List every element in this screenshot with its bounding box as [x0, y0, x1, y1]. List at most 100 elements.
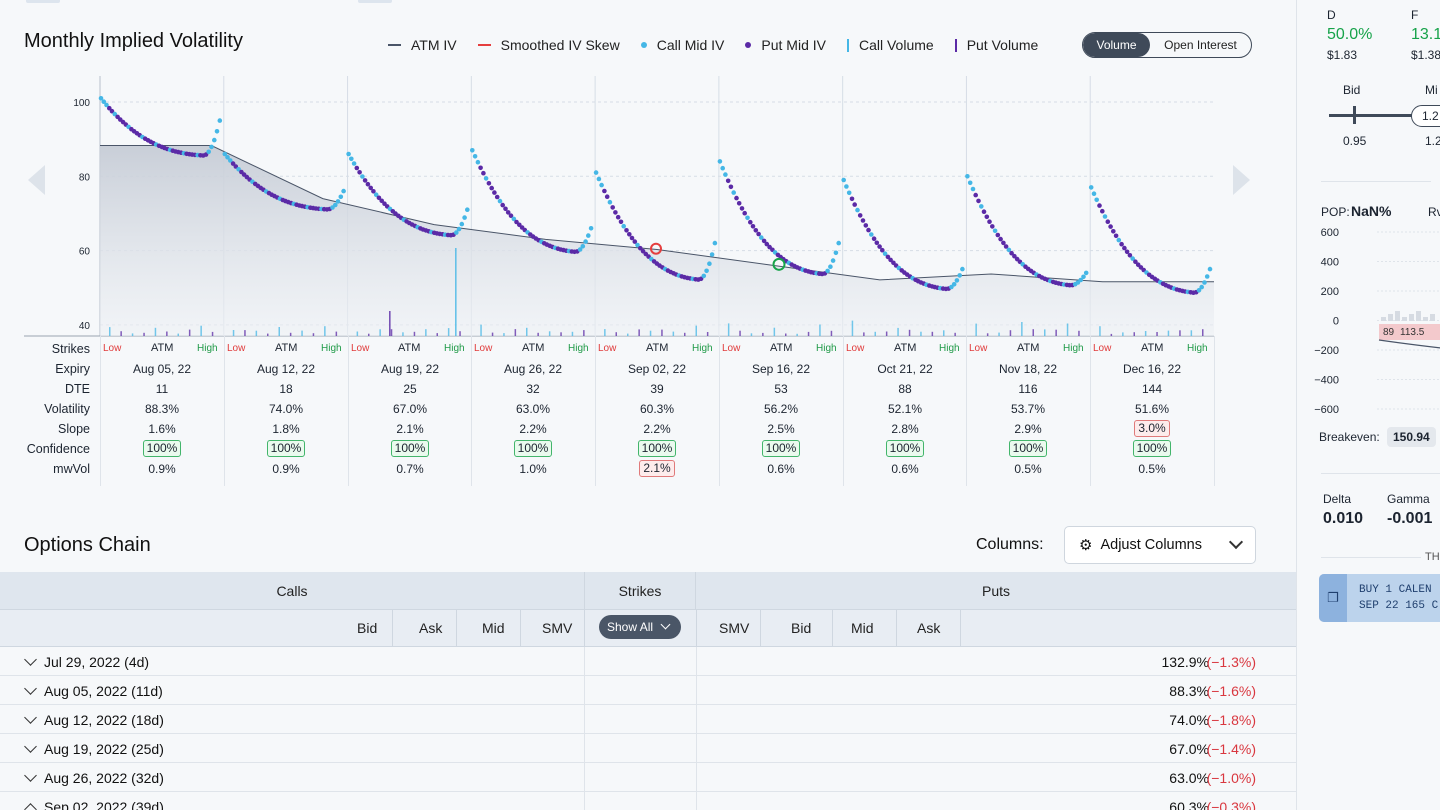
strike-atm-label[interactable]: ATM [894, 342, 917, 354]
col-put-bid[interactable]: Bid [791, 620, 812, 636]
put-mid-iv-point [615, 214, 621, 220]
strike-atm-label[interactable]: ATM [646, 342, 669, 354]
call-volume-bar [1190, 330, 1193, 336]
bid-value: 0.95 [1343, 134, 1367, 148]
call-mid-iv-point [593, 170, 599, 175]
strike-low-label[interactable]: Low [846, 343, 865, 354]
breakeven-label: Breakeven: [1319, 430, 1380, 444]
strike-high-label[interactable]: High [197, 343, 218, 354]
toggle-volume[interactable]: Volume [1083, 33, 1150, 57]
expiry-dte: 144 [1141, 382, 1163, 396]
col-put-mid[interactable]: Mid [851, 620, 874, 636]
expiry-row[interactable]: Aug 12, 2022 (18d) 74.0% (−1.8%) [0, 705, 1296, 734]
divider [1321, 473, 1440, 474]
legend-call-mid-iv[interactable]: Call Mid IV [640, 37, 724, 53]
expiry-row[interactable]: Jul 29, 2022 (4d) 132.9% (−1.3%) [0, 647, 1296, 676]
col-call-ask[interactable]: Ask [419, 620, 443, 636]
selected-strike-marker-green [772, 257, 786, 271]
col-call-smv[interactable]: SMV [542, 620, 573, 636]
legend-smoothed-iv-skew[interactable]: Smoothed IV Skew [477, 37, 620, 53]
put-mid-iv-point [618, 219, 624, 225]
pnl-y-tick: −600 [1314, 404, 1339, 416]
strike-low-label[interactable]: Low [598, 343, 617, 354]
strike-atm-label[interactable]: ATM [398, 342, 421, 354]
call-volume-bar [874, 331, 876, 336]
options-chain-title: Options Chain [24, 534, 151, 556]
adjust-columns-dropdown[interactable]: ⚙ Adjust Columns [1064, 526, 1256, 564]
strike-low-label[interactable]: Low [227, 343, 246, 354]
expiry-row[interactable]: Aug 19, 2022 (25d) 67.0% (−1.4%) [0, 734, 1296, 763]
chevron-down-icon[interactable] [24, 653, 37, 666]
strike-low-label[interactable]: Low [1093, 343, 1112, 354]
strike-low-label[interactable]: Low [351, 343, 370, 354]
legend-put-volume[interactable]: Put Volume [954, 37, 1038, 53]
chevron-down-icon[interactable] [24, 769, 37, 782]
expiry-row[interactable]: Aug 26, 2022 (32d) 63.0% (−1.0%) [0, 763, 1296, 792]
col-put-smv[interactable]: SMV [719, 620, 750, 636]
chevron-up-icon[interactable] [24, 803, 37, 810]
strike-high-label[interactable]: High [321, 343, 342, 354]
put-volume-bar [368, 333, 370, 336]
call-mid-iv-point [844, 184, 849, 189]
strike-high-label[interactable]: High [1063, 343, 1084, 354]
show-all-strikes-dropdown[interactable]: Show All [599, 615, 681, 639]
toggle-open-interest[interactable]: Open Interest [1164, 38, 1237, 52]
chart-prev-arrow[interactable] [28, 165, 45, 195]
put-mid-iv-point [494, 194, 500, 200]
strike-high-label[interactable]: High [939, 343, 960, 354]
slider-handle[interactable] [1353, 106, 1356, 124]
confidence-badge: 100% [266, 440, 306, 457]
call-mid-iv-point [712, 240, 718, 246]
call-mid-iv-point [338, 194, 344, 200]
strike-atm-label[interactable]: ATM [770, 342, 793, 354]
chevron-down-icon[interactable] [24, 682, 37, 695]
strike-low-label[interactable]: Low [474, 343, 493, 354]
put-volume-bar [830, 330, 833, 336]
strike-high-label[interactable]: High [1187, 343, 1208, 354]
strike-low-label[interactable]: Low [103, 343, 122, 354]
top-tab-stub[interactable] [26, 0, 60, 3]
strike-atm-label[interactable]: ATM [275, 342, 298, 354]
strike-low-label[interactable]: Low [722, 343, 741, 354]
strike-atm-label[interactable]: ATM [522, 342, 545, 354]
col-call-bid[interactable]: Bid [357, 620, 378, 636]
put-mid-iv-point [750, 224, 756, 229]
price-slider-track[interactable] [1329, 114, 1440, 117]
strike-atm-label[interactable]: ATM [151, 342, 174, 354]
expiry-row[interactable]: Sep 02, 2022 (39d) 60.3% (−0.3%) [0, 792, 1296, 810]
order-summary-card[interactable]: ❐ BUY 1 CALEN SEP 22 165 C [1319, 574, 1440, 622]
col-put-ask[interactable]: Ask [917, 620, 941, 636]
call-volume-bar [1021, 322, 1023, 336]
legend-call-volume[interactable]: Call Volume [846, 37, 934, 53]
legend-atm-iv[interactable]: ATM IV [388, 37, 457, 53]
top-tab-stub[interactable] [358, 0, 392, 3]
chart-next-arrow[interactable] [1233, 165, 1250, 195]
pnl-chart: 600 400 200 0 −200 −400 −600 89 113.5 [1314, 227, 1440, 416]
put-mid-iv-point [505, 210, 511, 215]
chevron-down-icon[interactable] [24, 740, 37, 753]
col-divider [584, 734, 585, 763]
delta-label: Delta [1323, 492, 1352, 506]
put-volume-bar [807, 331, 810, 336]
expiry-row[interactable]: Aug 05, 2022 (11d) 88.3% (−1.6%) [0, 676, 1296, 705]
put-volume-bar [188, 329, 191, 336]
strike-atm-label[interactable]: ATM [1141, 342, 1164, 354]
strike-high-label[interactable]: High [568, 343, 589, 354]
strike-low-label[interactable]: Low [969, 343, 988, 354]
legend-put-mid-iv[interactable]: Put Mid IV [745, 37, 826, 53]
call-mid-iv-point [101, 99, 107, 104]
call-mid-iv-point [214, 129, 220, 134]
mid-price-box[interactable]: 1.2 [1411, 105, 1440, 127]
strike-atm-label[interactable]: ATM [1017, 342, 1040, 354]
strike-high-label[interactable]: High [816, 343, 837, 354]
put-mid-iv-point [748, 219, 753, 225]
chevron-down-icon[interactable] [24, 711, 37, 724]
strike-high-label[interactable]: High [692, 343, 713, 354]
put-mid-iv-point [863, 223, 869, 228]
call-mid-iv-point [225, 155, 230, 160]
col-call-mid[interactable]: Mid [482, 620, 505, 636]
confidence-badge: 100% [390, 440, 430, 457]
y-tick-label: 80 [79, 172, 91, 183]
strike-high-label[interactable]: High [444, 343, 465, 354]
confidence-badge: 100% [142, 440, 182, 457]
